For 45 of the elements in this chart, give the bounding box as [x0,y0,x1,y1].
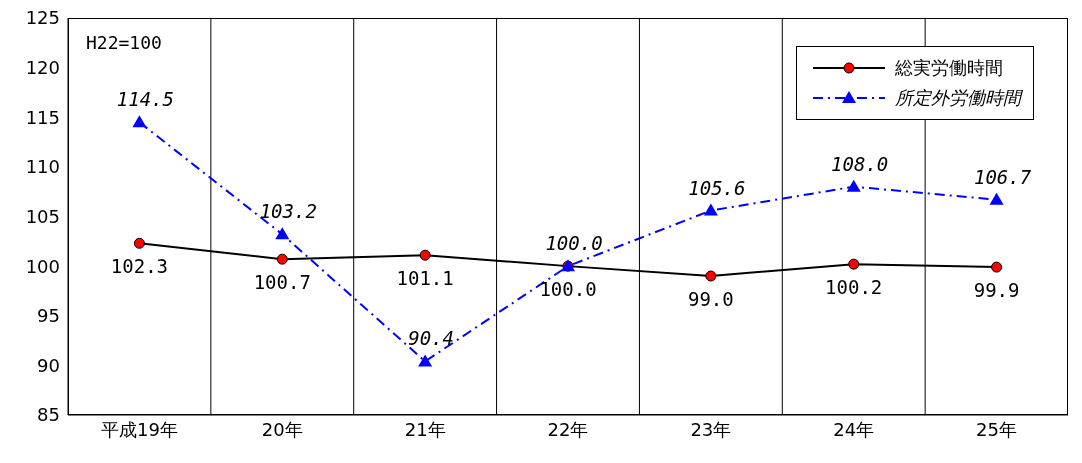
data-label: 100.0 [539,278,597,301]
y-tick-label: 105 [25,205,60,227]
point [848,258,860,270]
x-tick-label: 24年 [833,418,875,440]
y-tick-label: 120 [25,57,60,79]
point [705,270,717,282]
point [133,237,145,249]
point [418,354,433,367]
point [419,249,431,261]
data-label: 100.2 [825,276,883,299]
data-label: 108.0 [831,152,889,175]
data-label: 114.5 [116,88,175,111]
x-tick-label: 平成19年 [100,418,178,440]
x-tick-label: 21年 [404,418,446,440]
y-tick-label: 115 [25,106,60,128]
data-label: 99.9 [973,279,1020,302]
data-label: 105.6 [688,176,746,199]
data-label: 100.0 [545,232,603,255]
y-tick-label: 90 [37,354,60,376]
legend-label: 所定外労働時間 [895,86,1021,110]
data-label: 103.2 [259,200,317,223]
point [703,203,718,216]
x-tick-label: 25年 [976,418,1018,440]
data-label: 99.0 [687,288,734,311]
annotation: H22=100 [86,32,162,53]
data-label: 101.1 [396,267,454,290]
y-tick-label: 110 [25,156,60,178]
data-label: 90.4 [408,327,455,350]
point [991,261,1003,273]
point [132,115,147,128]
point [276,253,288,265]
legend-label: 総実労働時間 [895,56,1003,80]
x-tick-label: 22年 [547,418,589,440]
y-tick-label: 125 [25,7,60,29]
x-tick-label: 20年 [261,418,303,440]
point [989,192,1004,205]
data-label: 102.3 [110,255,169,278]
y-tick-label: 100 [25,255,60,277]
y-tick-label: 85 [37,404,60,426]
point [275,227,290,240]
y-tick-label: 95 [37,305,60,327]
x-tick-label: 23年 [690,418,732,440]
point [846,179,861,192]
data-label: 106.7 [973,165,1032,188]
data-label: 100.7 [253,271,311,294]
